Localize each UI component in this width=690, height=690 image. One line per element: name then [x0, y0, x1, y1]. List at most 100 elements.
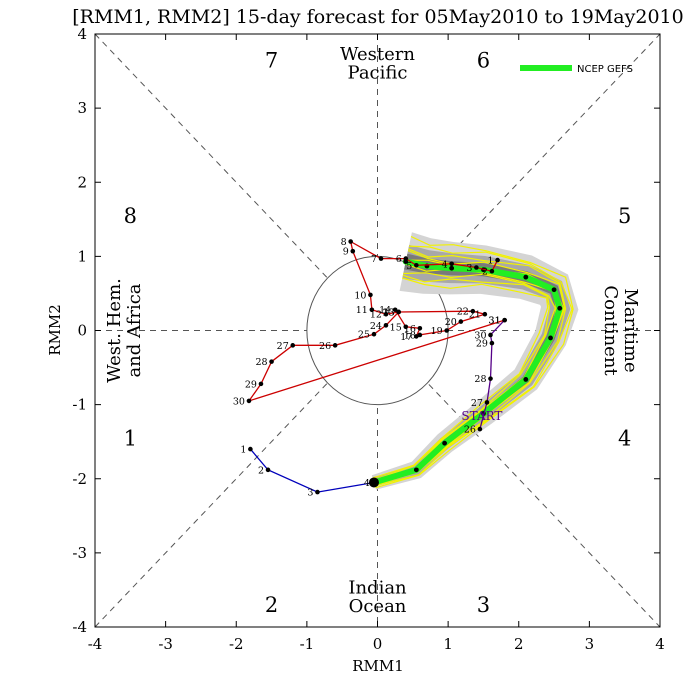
region-label: Ocean — [349, 596, 407, 617]
ensemble-member-line — [373, 274, 551, 481]
ensemble-mean-marker — [523, 377, 529, 382]
observed-point — [248, 446, 253, 452]
phase-label: 1 — [124, 426, 137, 450]
ensemble-plume — [370, 232, 579, 490]
chart-title: [RMM1, RMM2] 15-day forecast for 05May20… — [72, 6, 683, 28]
current-position-marker — [368, 477, 379, 488]
observed-point — [414, 262, 419, 268]
ensemble-mean-marker — [413, 467, 419, 473]
observed-point-label: 19 — [431, 326, 443, 337]
observed-point-label: 1 — [240, 445, 246, 456]
phase-label: 5 — [618, 204, 631, 228]
observed-point-label: 27 — [277, 341, 289, 352]
observed-point-label: 17 — [400, 332, 412, 343]
observed-point-label: 20 — [445, 317, 457, 328]
region-label: Indian — [348, 578, 407, 599]
plot-frame — [94, 33, 661, 628]
observed-point-label: 11 — [356, 305, 368, 316]
observed-point-label: 3 — [466, 263, 472, 274]
x-tick-label: -3 — [158, 635, 173, 653]
phase-guides — [94, 33, 661, 628]
observed-point-label: 26 — [464, 425, 476, 436]
legend-label: NCEP GEFS — [577, 64, 633, 75]
observed-point-label: 22 — [457, 307, 469, 318]
observed-point-label: 25 — [358, 330, 370, 341]
x-axis-label: RMM1 — [352, 657, 404, 675]
y-axis-label: RMM2 — [46, 304, 64, 356]
x-tick-label: 0 — [373, 635, 383, 653]
observed-point-label: 28 — [474, 374, 486, 385]
phase-label: 8 — [124, 204, 137, 228]
observed-point — [371, 331, 377, 337]
y-tick-label: -4 — [72, 618, 87, 636]
observed-point-label: 10 — [354, 290, 366, 301]
x-tick-label: 2 — [514, 635, 524, 653]
observed-point — [495, 257, 500, 263]
ensemble-mean-marker — [548, 335, 553, 341]
observed-point-label: 26 — [319, 341, 331, 352]
observed-point — [392, 307, 398, 313]
observed-point — [246, 398, 252, 404]
ensemble-mean-marker — [442, 440, 447, 446]
ensemble-mean-marker — [449, 265, 455, 271]
observed-point — [470, 308, 476, 314]
observed-point-label: 5 — [406, 261, 412, 272]
observed-point — [484, 400, 490, 405]
start-label: START — [461, 409, 502, 423]
observed-apr-line — [249, 448, 375, 493]
ensemble-mean-marker — [557, 305, 563, 311]
region-label: West. Hem. — [104, 278, 125, 383]
y-tick-label: -1 — [72, 396, 87, 414]
observed-point-label: 14 — [379, 305, 391, 316]
observed-point — [269, 359, 274, 364]
observed-point — [368, 292, 373, 298]
x-tick-label: -4 — [88, 635, 103, 653]
observed-point-label: 31 — [489, 316, 501, 327]
observed-point-label: 29 — [245, 379, 257, 390]
observed-point-label: 1 — [488, 256, 494, 267]
x-tick-label: -1 — [300, 635, 315, 653]
observed-point-label: 2 — [482, 267, 488, 278]
observed-point-label: 27 — [471, 398, 483, 409]
ensemble-member-line — [372, 277, 549, 479]
observed-point — [489, 340, 495, 346]
observed-point — [482, 311, 488, 317]
region-label: Western — [340, 44, 415, 65]
observed-start-line — [479, 319, 506, 430]
phase-label: 2 — [265, 593, 278, 617]
ensemble-member-line — [373, 272, 556, 481]
y-tick-label: 1 — [77, 247, 87, 265]
observed-point-label: 8 — [341, 237, 347, 248]
y-tick-label: 3 — [77, 99, 87, 117]
observed-point — [265, 467, 271, 473]
observed-point-label: 28 — [255, 357, 267, 368]
observed-point — [332, 343, 338, 348]
observed-point — [488, 332, 493, 338]
observed-point — [449, 261, 454, 267]
observed-point-label: 30 — [474, 330, 486, 341]
observed-point — [396, 309, 401, 315]
ensemble-member-line — [374, 245, 573, 487]
phase-label: 7 — [265, 48, 278, 72]
observed-point-label: 7 — [371, 254, 377, 265]
observed-point-label: 31 — [489, 316, 501, 327]
ensemble-mean-marker — [551, 287, 557, 293]
observed-point — [350, 248, 356, 254]
observed-point — [403, 324, 409, 330]
observed-point — [383, 311, 389, 317]
observed-point — [315, 489, 320, 495]
ensemble-member-line — [374, 248, 567, 486]
observed-point — [348, 239, 353, 244]
observed-point — [258, 381, 264, 387]
x-tick-label: -2 — [229, 635, 244, 653]
observed-point — [417, 332, 423, 338]
observed-point-label: 29 — [476, 339, 488, 350]
observed-point — [502, 317, 507, 323]
observed-point-label: 16 — [404, 324, 416, 335]
observed-point-label: 24 — [370, 321, 382, 332]
ensemble-mean-marker — [523, 274, 529, 280]
observed-point — [369, 307, 375, 313]
observed-point — [290, 343, 296, 348]
